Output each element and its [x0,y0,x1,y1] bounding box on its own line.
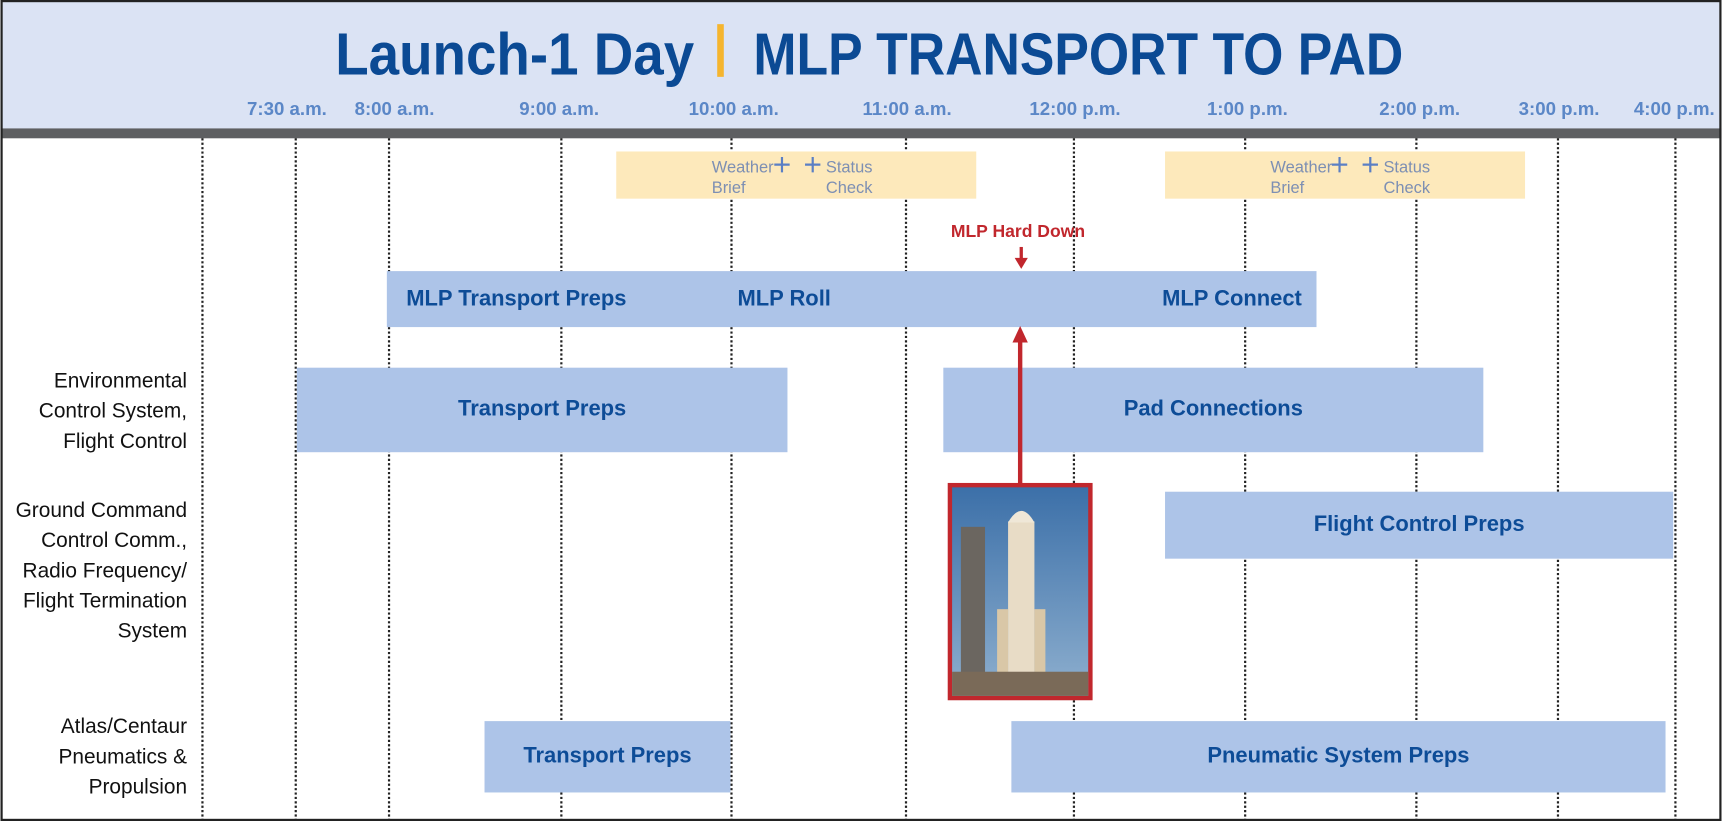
rocket [1008,521,1034,675]
row-label: Atlas/Centaur [61,715,187,738]
time-label: 12:00 p.m. [1029,98,1120,119]
row-label: Environmental [54,369,187,392]
time-label: 4:00 p.m. [1634,98,1715,119]
row-label: Control Comm., [41,529,187,552]
booster [1034,609,1045,675]
row-label: Control System, [39,400,187,423]
title-divider [717,24,724,77]
time-label: 2:00 p.m. [1379,98,1460,119]
check-text: Check [1383,179,1430,197]
check-text: Brief [712,179,746,197]
row-label: Flight Control [63,430,187,453]
time-label: 11:00 a.m. [863,98,952,119]
check-text: Status [826,158,873,176]
timeline: Launch-1 Day MLP TRANSPORT TO PAD 7:30 a… [0,0,1722,821]
title-right: MLP TRANSPORT TO PAD [753,21,1403,88]
bar-label: MLP Transport Preps [406,285,626,310]
time-label: 10:00 a.m. [689,98,779,119]
bar-label: MLP Connect [1162,285,1302,310]
time-label: 3:00 p.m. [1519,98,1600,119]
ground [952,672,1088,696]
time-label: 9:00 a.m. [519,98,599,119]
time-label: 8:00 a.m. [355,98,435,119]
bar-label: Pad Connections [1124,396,1303,421]
check-text: Brief [1270,179,1304,197]
check-box [616,151,976,198]
bar-label: MLP Roll [737,285,830,310]
check-text: Check [826,179,873,197]
check-text: Status [1383,158,1430,176]
row-label: Ground Command [16,499,187,522]
bar-label: Transport Preps [458,396,626,421]
check-text: Weather [712,158,774,176]
milestone-head [1015,258,1028,269]
bar-label: Pneumatic System Preps [1207,743,1469,768]
row-label: Flight Termination [23,590,187,613]
link-head [1012,326,1027,342]
header-rule [0,128,1721,138]
milestone-label: MLP Hard Down [951,221,1085,241]
tower [961,527,985,681]
time-label: 7:30 a.m. [247,98,327,119]
check-text: Weather [1270,158,1332,176]
check-box [1165,151,1525,198]
time-label: 1:00 p.m. [1207,98,1288,119]
row-label: Pneumatics & [58,745,187,768]
title-left: Launch-1 Day [335,21,694,88]
bar-label: Flight Control Preps [1314,511,1525,536]
row-label: System [118,620,188,643]
row-label: Radio Frequency/ [23,559,188,582]
row-label: Propulsion [89,776,188,799]
bar-label: Transport Preps [523,743,691,768]
booster [997,609,1008,675]
